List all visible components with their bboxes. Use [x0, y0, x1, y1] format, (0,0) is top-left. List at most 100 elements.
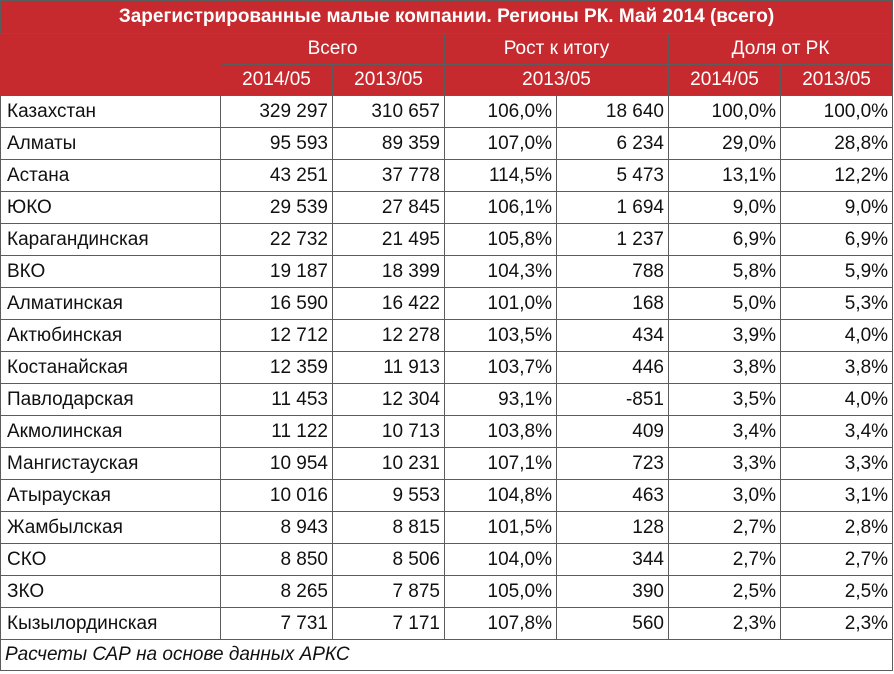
cell-share-2014: 3,8%: [668, 351, 781, 384]
table-row: Мангистауская 10 954 10 231 107,1% 723 3,3% 3,…: [0, 447, 894, 480]
cell-growth-abs: 560: [556, 607, 669, 640]
table-row: Жамбылская 8 943 8 815 101,5% 128 2,7% 2,8%: [0, 511, 894, 544]
table-row: ЮКО 29 539 27 845 106,1% 1 694 9,0% 9,0%: [0, 191, 894, 224]
cell-total-2014: 22 732: [220, 223, 333, 256]
cell-region: Кызылординская: [0, 607, 221, 640]
cell-total-2014: 43 251: [220, 159, 333, 192]
cell-total-2013: 7 875: [332, 575, 445, 608]
cell-growth-pct: 104,8%: [444, 479, 557, 512]
cell-total-2014: 10 016: [220, 479, 333, 512]
cell-total-2014: 8 265: [220, 575, 333, 608]
cell-share-2013: 9,0%: [779, 191, 894, 224]
table-row: Атырауская 10 016 9 553 104,8% 463 3,0% 3,1%: [0, 479, 894, 512]
cell-total-2014: 8 850: [220, 543, 333, 576]
table-body: Казахстан 329 297 310 657 106,0% 18 640 100,0…: [0, 95, 894, 640]
cell-growth-abs: 128: [556, 511, 669, 544]
table-row: Костанайская 12 359 11 913 103,7% 446 3,8% 3,8…: [0, 351, 894, 384]
cell-share-2013: 3,4%: [779, 415, 894, 448]
cell-growth-pct: 101,5%: [444, 511, 557, 544]
cell-share-2013: 2,3%: [779, 607, 894, 640]
cell-share-2014: 2,5%: [668, 575, 781, 608]
cell-growth-pct: 105,0%: [444, 575, 557, 608]
cell-growth-pct: 105,8%: [444, 223, 557, 256]
cell-share-2013: 12,2%: [779, 159, 894, 192]
cell-region: ВКО: [0, 255, 221, 288]
cell-share-2014: 100,0%: [668, 95, 781, 128]
cell-share-2013: 4,0%: [779, 319, 894, 352]
cell-total-2013: 10 231: [332, 447, 445, 480]
cell-share-2013: 3,3%: [779, 447, 894, 480]
cell-total-2014: 11 453: [220, 383, 333, 416]
cell-region: Алматинская: [0, 287, 221, 320]
cell-region: Мангистауская: [0, 447, 221, 480]
cell-total-2013: 8 506: [332, 543, 445, 576]
cell-growth-abs: 5 473: [556, 159, 669, 192]
cell-total-2013: 18 399: [332, 255, 445, 288]
cell-growth-pct: 101,0%: [444, 287, 557, 320]
cell-region: Атырауская: [0, 479, 221, 512]
cell-share-2014: 9,0%: [668, 191, 781, 224]
cell-total-2014: 12 712: [220, 319, 333, 352]
table-row: Астана 43 251 37 778 114,5% 5 473 13,1% 12,2%: [0, 159, 894, 192]
header-total-2013: 2013/05: [332, 64, 445, 96]
cell-growth-abs: 463: [556, 479, 669, 512]
cell-region: Карагандинская: [0, 223, 221, 256]
cell-total-2014: 16 590: [220, 287, 333, 320]
header-share-2014: 2014/05: [668, 64, 781, 96]
table-row: ЗКО 8 265 7 875 105,0% 390 2,5% 2,5%: [0, 575, 894, 608]
cell-growth-abs: 409: [556, 415, 669, 448]
cell-region: Актюбинская: [0, 319, 221, 352]
cell-growth-pct: 106,1%: [444, 191, 557, 224]
cell-total-2014: 11 122: [220, 415, 333, 448]
table-row: Казахстан 329 297 310 657 106,0% 18 640 100,0…: [0, 95, 894, 128]
header-growth-base: 2013/05: [444, 64, 669, 96]
cell-share-2014: 13,1%: [668, 159, 781, 192]
table-title: Зарегистрированные малые компании. Регио…: [0, 0, 894, 34]
cell-growth-abs: 18 640: [556, 95, 669, 128]
cell-total-2013: 89 359: [332, 127, 445, 160]
table-row: СКО 8 850 8 506 104,0% 344 2,7% 2,7%: [0, 543, 894, 576]
cell-growth-pct: 103,7%: [444, 351, 557, 384]
cell-growth-abs: 390: [556, 575, 669, 608]
cell-growth-abs: 723: [556, 447, 669, 480]
header-share: Доля от РК: [667, 33, 894, 65]
source-note: Расчеты САР на основе данных АРКС: [0, 639, 894, 671]
cell-total-2014: 12 359: [220, 351, 333, 384]
cell-region: ЗКО: [0, 575, 221, 608]
cell-growth-abs: 446: [556, 351, 669, 384]
cell-growth-abs: 1 237: [556, 223, 669, 256]
cell-share-2013: 5,3%: [779, 287, 894, 320]
cell-growth-abs: 1 694: [556, 191, 669, 224]
cell-total-2014: 329 297: [220, 95, 333, 128]
cell-total-2013: 12 278: [332, 319, 445, 352]
cell-total-2014: 10 954: [220, 447, 333, 480]
cell-total-2013: 21 495: [332, 223, 445, 256]
cell-growth-pct: 103,8%: [444, 415, 557, 448]
cell-growth-pct: 107,8%: [444, 607, 557, 640]
cell-growth-abs: 344: [556, 543, 669, 576]
cell-share-2014: 29,0%: [668, 127, 781, 160]
cell-share-2014: 3,5%: [668, 383, 781, 416]
cell-region: СКО: [0, 543, 221, 576]
cell-region: Астана: [0, 159, 221, 192]
cell-share-2014: 3,3%: [668, 447, 781, 480]
cell-share-2014: 2,3%: [668, 607, 781, 640]
cell-total-2013: 11 913: [332, 351, 445, 384]
table-row: Кызылординская 7 731 7 171 107,8% 560 2,3% 2,3…: [0, 607, 894, 640]
cell-share-2014: 2,7%: [668, 543, 781, 576]
header-growth: Рост к итогу: [444, 33, 669, 65]
cell-growth-abs: 168: [556, 287, 669, 320]
cell-share-2014: 5,0%: [668, 287, 781, 320]
cell-region: Казахстан: [0, 95, 221, 128]
table-row: Акмолинская 11 122 10 713 103,8% 409 3,4% 3,4%: [0, 415, 894, 448]
cell-growth-pct: 107,0%: [444, 127, 557, 160]
cell-share-2013: 3,1%: [779, 479, 894, 512]
cell-growth-pct: 106,0%: [444, 95, 557, 128]
cell-total-2014: 29 539: [220, 191, 333, 224]
table-row: Алматинская 16 590 16 422 101,0% 168 5,0% 5,3%: [0, 287, 894, 320]
cell-total-2013: 8 815: [332, 511, 445, 544]
cell-growth-abs: 434: [556, 319, 669, 352]
header-blank: [0, 33, 221, 65]
